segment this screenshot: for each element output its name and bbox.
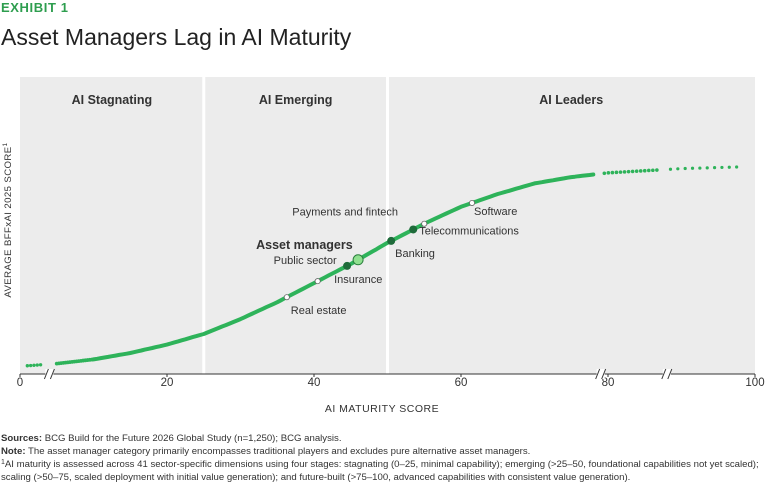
curve-dot xyxy=(25,364,30,368)
sources-line: Sources: BCG Build for the Future 2026 G… xyxy=(1,432,767,445)
curve-dot xyxy=(690,166,695,170)
curve-dot xyxy=(646,168,651,173)
footnote-mark: 1 xyxy=(1,459,5,466)
curve-dot xyxy=(35,363,39,367)
curve-dot xyxy=(705,166,709,170)
curve-dot xyxy=(720,165,724,170)
curve-dot xyxy=(634,169,639,173)
annotation-marker xyxy=(314,278,321,285)
curve-dot xyxy=(630,169,635,174)
axis-break-mark xyxy=(661,368,667,380)
axis-break-gap xyxy=(662,369,671,379)
curve-dot xyxy=(610,170,615,175)
zone-label: AI Emerging xyxy=(259,93,333,107)
curve-dot xyxy=(638,169,643,173)
sector-label: Banking xyxy=(395,248,435,260)
curve-line xyxy=(91,172,596,362)
axis-break-gap xyxy=(596,369,605,379)
curve-dot xyxy=(614,170,619,175)
curve-dot xyxy=(698,166,702,170)
curve-dot xyxy=(668,167,673,171)
zone-label: AI Leaders xyxy=(539,93,603,107)
x-axis: 0 20 40 60 80 100 xyxy=(17,368,765,389)
zone-backgrounds: AI Stagnating AI Emerging AI Leaders xyxy=(20,77,755,374)
curve-dot xyxy=(602,171,607,176)
exhibit-label: EXHIBIT 1 xyxy=(1,0,69,15)
chart-title: Asset Managers Lag in AI Maturity xyxy=(1,24,352,50)
zone-panel xyxy=(203,77,388,374)
note-label: Note: xyxy=(1,446,26,457)
sector-label: Real estate xyxy=(291,305,347,317)
chart-notes: Sources: BCG Build for the Future 2026 G… xyxy=(1,432,767,484)
axis-break-mark xyxy=(595,368,601,380)
maturity-chart: AI Stagnating AI Emerging AI Leaders 0 20 40… xyxy=(2,77,765,415)
curve-dot xyxy=(712,166,717,170)
curve-dot xyxy=(676,167,680,171)
x-tick-label: 0 xyxy=(17,377,23,389)
axis-break-mark xyxy=(667,368,673,380)
curve-dot xyxy=(32,363,36,367)
curve-dot xyxy=(655,168,659,172)
sector-marker xyxy=(343,261,352,270)
note-line: Note: The asset manager category primari… xyxy=(1,445,767,458)
y-axis-label-text: AVERAGE BFFxAI 2025 SCORE xyxy=(3,146,14,297)
annotation-marker xyxy=(469,199,476,206)
annotation-marker xyxy=(421,220,428,227)
curve-dot xyxy=(622,170,627,174)
zone-label: AI Stagnating xyxy=(72,93,153,107)
curve-dot xyxy=(683,166,687,171)
curve-dot xyxy=(606,171,611,175)
zone-panel xyxy=(387,77,755,374)
footnote-text: AI maturity is assessed across 41 sector… xyxy=(1,459,759,483)
curve-dot xyxy=(28,363,33,368)
zone-panel xyxy=(20,77,204,374)
x-tick-label: 40 xyxy=(308,377,321,389)
sector-label: Telecommunications xyxy=(419,225,519,237)
sector-marker xyxy=(409,225,418,234)
curve-dot xyxy=(626,169,631,174)
x-axis-label: AI MATURITY SCORE xyxy=(325,403,439,415)
x-tick-label: 60 xyxy=(455,377,468,389)
x-tick-label: 20 xyxy=(161,377,174,389)
annotation-marker xyxy=(283,294,290,301)
sector-label: Public sector xyxy=(274,255,337,267)
sector-markers xyxy=(283,199,476,301)
curve-dot xyxy=(727,165,731,169)
sector-label: Asset managers xyxy=(256,238,353,252)
sector-label: Software xyxy=(474,206,517,218)
asset-managers-marker xyxy=(352,254,364,266)
sector-marker xyxy=(387,236,396,245)
axis-break-gap xyxy=(45,369,54,379)
axis-break-mark xyxy=(601,368,607,380)
axis-break-mark xyxy=(49,368,55,380)
sources-label: Sources: xyxy=(1,433,43,444)
note-text: The asset manager category primarily enc… xyxy=(25,446,531,457)
maturity-curve xyxy=(25,165,739,368)
curve-dot xyxy=(735,165,739,169)
sector-label: Insurance xyxy=(334,274,382,286)
axis-break-mark xyxy=(43,368,49,380)
sector-label: Payments and fintech xyxy=(292,207,398,219)
curve-dot xyxy=(642,168,647,173)
curve-dot xyxy=(651,168,655,173)
x-tick-label: 80 xyxy=(602,377,615,389)
y-axis-label: AVERAGE BFFxAI 2025 SCORE1 xyxy=(2,142,14,297)
curve-dot xyxy=(618,170,623,174)
sector-labels: Asset managers Insurance Banking Telecommun… xyxy=(256,206,519,317)
y-axis-footnote-mark: 1 xyxy=(2,142,9,146)
x-tick-label: 100 xyxy=(745,377,764,389)
sources-text: BCG Build for the Future 2026 Global Stu… xyxy=(42,433,342,444)
footnote-line: 1AI maturity is assessed across 41 secto… xyxy=(1,458,767,484)
curve-dot xyxy=(38,363,43,367)
